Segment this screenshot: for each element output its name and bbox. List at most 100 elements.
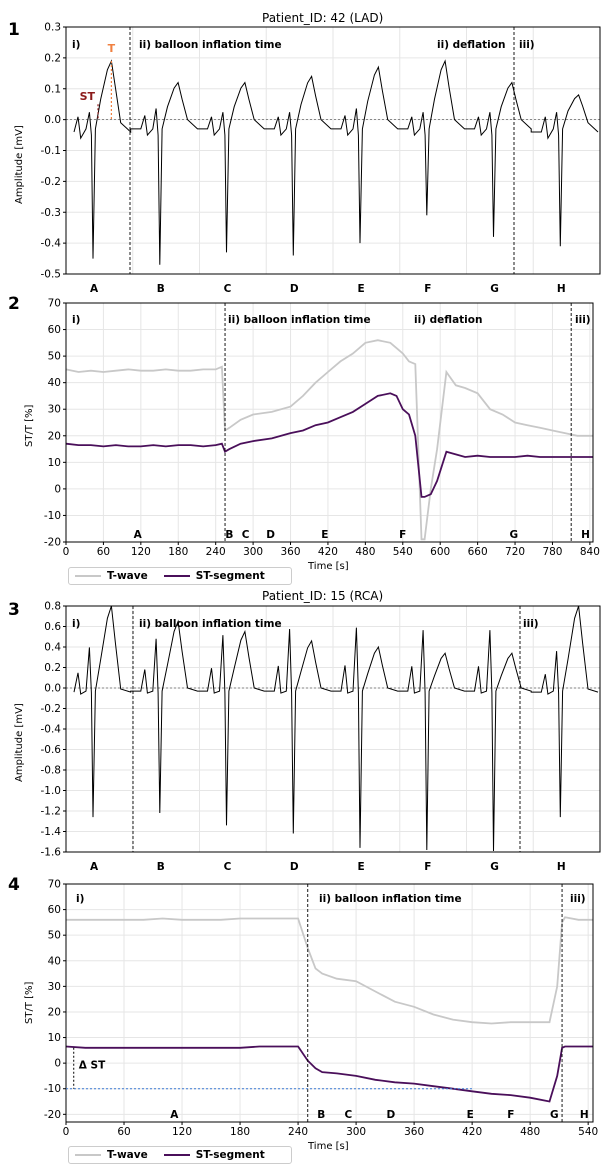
y-tick-label: 50 [48, 351, 61, 363]
y-tick-label: 0.6 [44, 621, 61, 633]
phase-label: ii) balloon inflation time [319, 893, 462, 905]
beat-label-A: A [90, 861, 99, 873]
beat-letter-C: C [242, 529, 250, 541]
phase-label: iii) [570, 893, 586, 905]
phase-label: iii) [519, 39, 535, 51]
panel-1: 0.3 0.2 0.1 0.0 -0.1 -0.2 -0.3 -0.4 -0.5 i) ii) ba… [41, 22, 601, 295]
beat-letter-E: E [321, 529, 328, 541]
beat-letter-D: D [387, 1109, 396, 1121]
beat-letter-H: H [580, 1109, 589, 1121]
y-tick-label: 0 [54, 1058, 61, 1070]
x-tick-label: 480 [355, 546, 375, 558]
x-tick-label: 780 [542, 546, 562, 558]
phase-label: iii) [575, 314, 591, 326]
beat-label-B: B [157, 283, 165, 295]
panel-1-frame [65, 26, 601, 275]
y-tick-label: 40 [48, 955, 61, 967]
y-tick-label: -0.4 [41, 724, 62, 736]
y-tick-label: -20 [44, 1109, 61, 1121]
phase-label: ii) balloon inflation time [139, 618, 282, 630]
panel-3-title: Patient_ID: 15 (RCA) [262, 589, 384, 603]
y-tick-label: 0.2 [44, 52, 61, 64]
beat-letter-B: B [317, 1109, 325, 1121]
y-tick-label: -0.1 [41, 145, 62, 157]
x-tick-label: 180 [230, 1126, 250, 1138]
legend-st-segment: ST-segment [195, 1149, 265, 1161]
y-tick-label: 40 [48, 377, 61, 389]
x-tick-label: 480 [520, 1126, 540, 1138]
panel-number-3: 3 [8, 600, 20, 620]
panel-3-frame [65, 605, 601, 853]
beat-letter-A: A [134, 529, 143, 541]
y-tick-label: -10 [44, 510, 61, 522]
legend-st-segment: ST-segment [195, 570, 265, 582]
beat-label-G: G [490, 861, 499, 873]
phase-label: i) [72, 314, 80, 326]
x-tick-label: 420 [318, 546, 338, 558]
y-tick-label: 0.2 [44, 662, 61, 674]
y-tick-label: 30 [48, 981, 61, 993]
x-tick-label: 840 [580, 546, 600, 558]
x-tick-label: 300 [243, 546, 263, 558]
y-tick-label: -10 [44, 1083, 61, 1095]
x-tick-label: 60 [97, 546, 110, 558]
y-tick-label: -0.8 [41, 765, 62, 777]
beat-letter-B: B [225, 529, 233, 541]
y-tick-label: 0.4 [44, 642, 61, 654]
y-tick-label: 0.0 [44, 683, 61, 695]
panel-1-title: Patient_ID: 42 (LAD) [262, 11, 384, 25]
beat-label-A: A [90, 283, 99, 295]
x-tick-label: 0 [63, 546, 70, 558]
panel-2-frame [65, 302, 594, 543]
beat-letter-F: F [399, 529, 406, 541]
beat-letter-A: A [170, 1109, 179, 1121]
beat-label-C: C [224, 861, 232, 873]
beat-letter-G: G [509, 529, 518, 541]
beat-label-H: H [557, 283, 566, 295]
beat-letter-E: E [467, 1109, 474, 1121]
beat-label-E: E [357, 861, 364, 873]
x-tick-label: 240 [288, 1126, 308, 1138]
panel-number-1: 1 [8, 20, 20, 40]
y-tick-label: -20 [44, 537, 61, 549]
series-st-segment [65, 392, 593, 498]
panel-3: 0.8 0.6 0.4 0.2 0.0 -0.2 -0.4 -0.6 -0.8 -1.0 -1.2 -… [41, 601, 601, 873]
phase-label: ii) balloon inflation time [228, 314, 371, 326]
phase-label: i) [72, 39, 80, 51]
panel-4-xlabel: Time [s] [308, 1141, 349, 1152]
y-tick-label: 50 [48, 930, 61, 942]
legend-panel-4: T-wave ST-segment [68, 1146, 292, 1164]
y-tick-label: 20 [48, 1006, 61, 1018]
x-tick-label: 60 [117, 1126, 130, 1138]
beat-letter-D: D [266, 529, 275, 541]
phase-label: iii) [523, 618, 539, 630]
phase-label: ii) deflation [414, 314, 482, 326]
st-segment-swatch [163, 575, 190, 577]
y-tick-label: 0.0 [44, 114, 61, 126]
y-tick-label: -0.6 [41, 744, 62, 756]
phase-label: i) [72, 618, 80, 630]
y-tick-label: -0.3 [41, 207, 62, 219]
y-tick-label: 0.8 [44, 601, 61, 613]
y-tick-label: 70 [48, 298, 61, 310]
y-tick-label: 10 [48, 1032, 61, 1044]
phase-label: i) [76, 893, 84, 905]
legend-panel-2: T-wave ST-segment [68, 567, 292, 585]
panel-2: 0 60 120 180 240 300 360 420 480 540 600 660 720 780 8… [44, 298, 600, 559]
series-st-segment [65, 1045, 593, 1103]
panel-number-4: 4 [8, 875, 20, 895]
x-tick-label: 120 [131, 546, 151, 558]
beat-label-G: G [490, 283, 499, 295]
y-tick-label: -0.2 [41, 703, 62, 715]
x-tick-label: 180 [168, 546, 188, 558]
x-tick-label: 540 [393, 546, 413, 558]
phase-label: ii) deflation [437, 39, 505, 51]
y-tick-label: 60 [48, 324, 61, 336]
y-tick-label: -1.0 [41, 785, 62, 797]
x-tick-label: 120 [172, 1126, 192, 1138]
panel-3-ylabel: Amplitude [mV] [14, 703, 25, 782]
y-tick-label: 20 [48, 430, 61, 442]
y-tick-label: -0.5 [41, 269, 62, 281]
phase-label: ii) balloon inflation time [139, 39, 282, 51]
y-tick-label: 0 [54, 483, 61, 495]
